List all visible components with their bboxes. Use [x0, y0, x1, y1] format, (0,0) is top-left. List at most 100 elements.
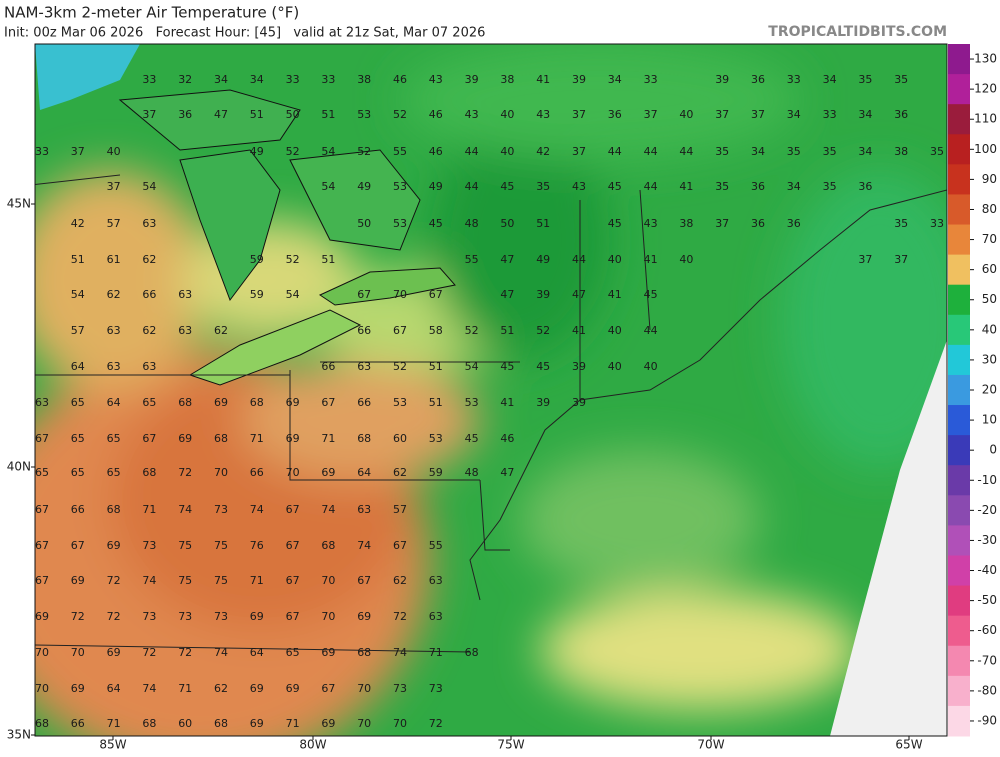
station-value: 52 [536, 324, 550, 337]
colorbar-label: -40 [977, 563, 997, 577]
station-value: 43 [465, 108, 479, 121]
station-value: 34 [787, 108, 801, 121]
station-value: 63 [178, 324, 192, 337]
station-value: 46 [429, 108, 443, 121]
station-value: 38 [679, 217, 693, 230]
station-value: 37 [894, 253, 908, 266]
station-value: 69 [321, 466, 335, 479]
lat-label: 35N [7, 728, 31, 742]
colorbar-segment [948, 555, 970, 587]
station-value: 38 [894, 145, 908, 158]
station-value: 69 [250, 682, 264, 695]
station-value: 70 [393, 717, 407, 730]
station-value: 68 [35, 717, 49, 730]
colorbar-label: -80 [977, 683, 997, 697]
station-value: 68 [214, 432, 228, 445]
station-value: 35 [858, 73, 872, 86]
station-value: 53 [357, 108, 371, 121]
colorbar-segment [948, 254, 970, 286]
colorbar-label: 30 [982, 352, 997, 366]
station-value: 76 [250, 539, 264, 552]
station-value: 70 [321, 574, 335, 587]
station-value: 39 [572, 396, 586, 409]
station-value: 64 [250, 646, 264, 659]
station-value: 53 [465, 396, 479, 409]
station-value: 72 [107, 610, 121, 623]
station-value: 43 [429, 73, 443, 86]
station-value: 69 [35, 610, 49, 623]
station-value: 32 [178, 73, 192, 86]
station-value: 63 [107, 324, 121, 337]
station-value: 42 [536, 145, 550, 158]
station-values: 33 32 34 34 33 33 38 46 43 39 38 41 39 34 33 39 36 33 34 35… [35, 73, 944, 730]
station-value: 69 [321, 646, 335, 659]
station-value: 64 [357, 466, 371, 479]
station-value: 54 [465, 360, 479, 373]
station-value: 50 [286, 108, 300, 121]
station-value: 34 [608, 73, 622, 86]
station-value: 37 [751, 108, 765, 121]
colorbar-label: 100 [974, 142, 997, 156]
station-value: 73 [429, 682, 443, 695]
station-value: 40 [500, 108, 514, 121]
station-value: 67 [357, 574, 371, 587]
station-value: 72 [142, 646, 156, 659]
station-value: 49 [357, 180, 371, 193]
station-value: 62 [107, 288, 121, 301]
station-value: 51 [500, 324, 514, 337]
station-value: 68 [178, 396, 192, 409]
station-value: 73 [214, 610, 228, 623]
station-value: 34 [858, 108, 872, 121]
station-value: 62 [142, 253, 156, 266]
colorbar-segment [948, 525, 970, 556]
lon-label: 70W [697, 738, 724, 752]
station-value: 51 [321, 253, 335, 266]
station-value: 33 [930, 217, 944, 230]
station-value: 37 [858, 253, 872, 266]
station-value: 59 [429, 466, 443, 479]
station-value: 67 [429, 288, 443, 301]
colorbar-label: -60 [977, 623, 997, 637]
station-value: 37 [715, 108, 729, 121]
station-value: 34 [751, 145, 765, 158]
station-value: 37 [572, 108, 586, 121]
colorbar-segment [948, 435, 970, 466]
station-value: 63 [429, 574, 443, 587]
station-value: 74 [178, 503, 192, 516]
station-value: 57 [107, 217, 121, 230]
station-value: 36 [751, 73, 765, 86]
station-value: 39 [572, 360, 586, 373]
station-value: 67 [286, 503, 300, 516]
station-value: 34 [214, 73, 228, 86]
station-value: 44 [679, 145, 693, 158]
station-value: 45 [500, 180, 514, 193]
station-value: 51 [429, 360, 443, 373]
station-value: 67 [286, 610, 300, 623]
lat-label: 45N [7, 197, 31, 211]
station-value: 44 [465, 145, 479, 158]
station-value: 33 [823, 108, 837, 121]
station-value: 44 [644, 145, 658, 158]
station-value: 36 [751, 217, 765, 230]
station-value: 37 [107, 180, 121, 193]
station-value: 54 [142, 180, 156, 193]
station-value: 53 [393, 217, 407, 230]
station-value: 73 [393, 682, 407, 695]
station-value: 67 [286, 574, 300, 587]
station-value: 63 [35, 396, 49, 409]
station-value: 41 [500, 396, 514, 409]
station-value: 57 [393, 503, 407, 516]
station-value: 64 [107, 396, 121, 409]
station-value: 67 [321, 396, 335, 409]
station-value: 68 [321, 539, 335, 552]
station-value: 49 [536, 253, 550, 266]
station-value: 72 [429, 717, 443, 730]
station-value: 62 [393, 466, 407, 479]
station-value: 72 [178, 466, 192, 479]
colorbar-segment [948, 705, 970, 737]
colorbar-segment [948, 44, 970, 75]
station-value: 72 [393, 610, 407, 623]
station-value: 42 [71, 217, 85, 230]
station-value: 69 [250, 610, 264, 623]
station-value: 40 [500, 145, 514, 158]
